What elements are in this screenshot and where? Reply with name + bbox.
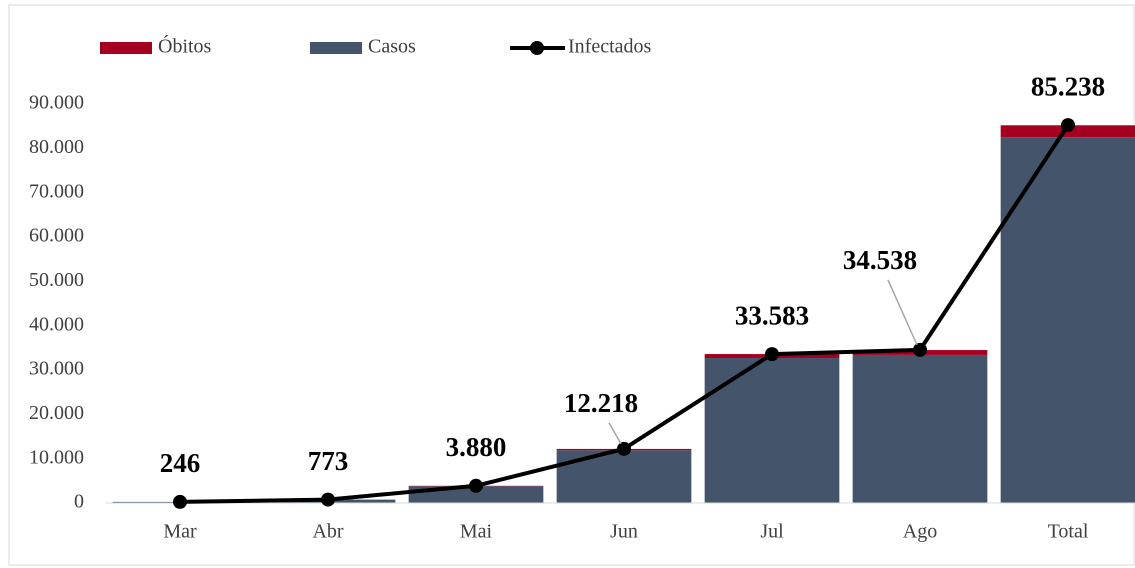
- y-tick-label: 50.000: [29, 269, 84, 291]
- y-tick-label: 20.000: [29, 402, 84, 424]
- bar: [1000, 137, 1135, 503]
- data-label: 34.538: [843, 245, 917, 275]
- legend-marker: [530, 41, 544, 55]
- data-label: 33.583: [735, 300, 809, 330]
- data-label: 246: [160, 448, 201, 478]
- data-label: 85.238: [1031, 71, 1105, 101]
- data-label: 3.880: [446, 432, 507, 462]
- legend-swatch: [100, 42, 152, 54]
- x-tick-label: Ago: [903, 521, 937, 543]
- line-marker: [617, 441, 631, 456]
- line-marker: [1061, 118, 1075, 133]
- y-tick-label: 0: [74, 491, 84, 513]
- y-tick-label: 10.000: [29, 446, 84, 468]
- x-tick-label: Mar: [163, 521, 197, 543]
- y-tick-label: 80.000: [29, 136, 84, 158]
- legend-swatch: [310, 42, 362, 54]
- y-tick-label: 70.000: [29, 180, 84, 202]
- line-marker: [321, 492, 335, 507]
- x-tick-label: Total: [1048, 521, 1089, 543]
- y-tick-label: 30.000: [29, 358, 84, 380]
- legend-label: Óbitos: [158, 34, 212, 58]
- x-tick-label: Jul: [760, 521, 784, 543]
- legend-label: Infectados: [568, 36, 652, 58]
- bar: [704, 358, 840, 503]
- leader-line: [887, 279, 918, 346]
- leader-line: [608, 422, 622, 445]
- line-marker: [469, 478, 483, 493]
- bar: [556, 450, 692, 503]
- y-tick-label: 60.000: [29, 225, 84, 247]
- x-tick-label: Abr: [312, 521, 343, 543]
- line-marker: [913, 342, 927, 357]
- bar: [852, 354, 988, 503]
- line-marker: [765, 347, 779, 362]
- line-marker: [173, 494, 187, 509]
- legend-label: Casos: [368, 36, 416, 58]
- y-tick-label: 90.000: [29, 92, 84, 114]
- y-tick-label: 40.000: [29, 313, 84, 335]
- x-tick-label: Jun: [610, 521, 638, 543]
- x-tick-label: Mai: [460, 521, 493, 543]
- data-label: 12.218: [564, 388, 638, 418]
- data-label: 773: [308, 446, 349, 476]
